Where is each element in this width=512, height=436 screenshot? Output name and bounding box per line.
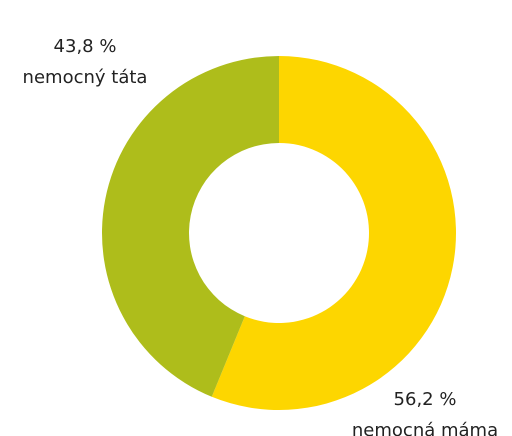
value-label: 56,2 % — [394, 389, 457, 410]
donut-slice — [211, 56, 456, 410]
category-label: nemocná máma — [352, 420, 498, 436]
donut-slice — [101, 56, 279, 397]
value-label: 43,8 % — [54, 36, 117, 57]
category-label: nemocný táta — [23, 67, 148, 88]
